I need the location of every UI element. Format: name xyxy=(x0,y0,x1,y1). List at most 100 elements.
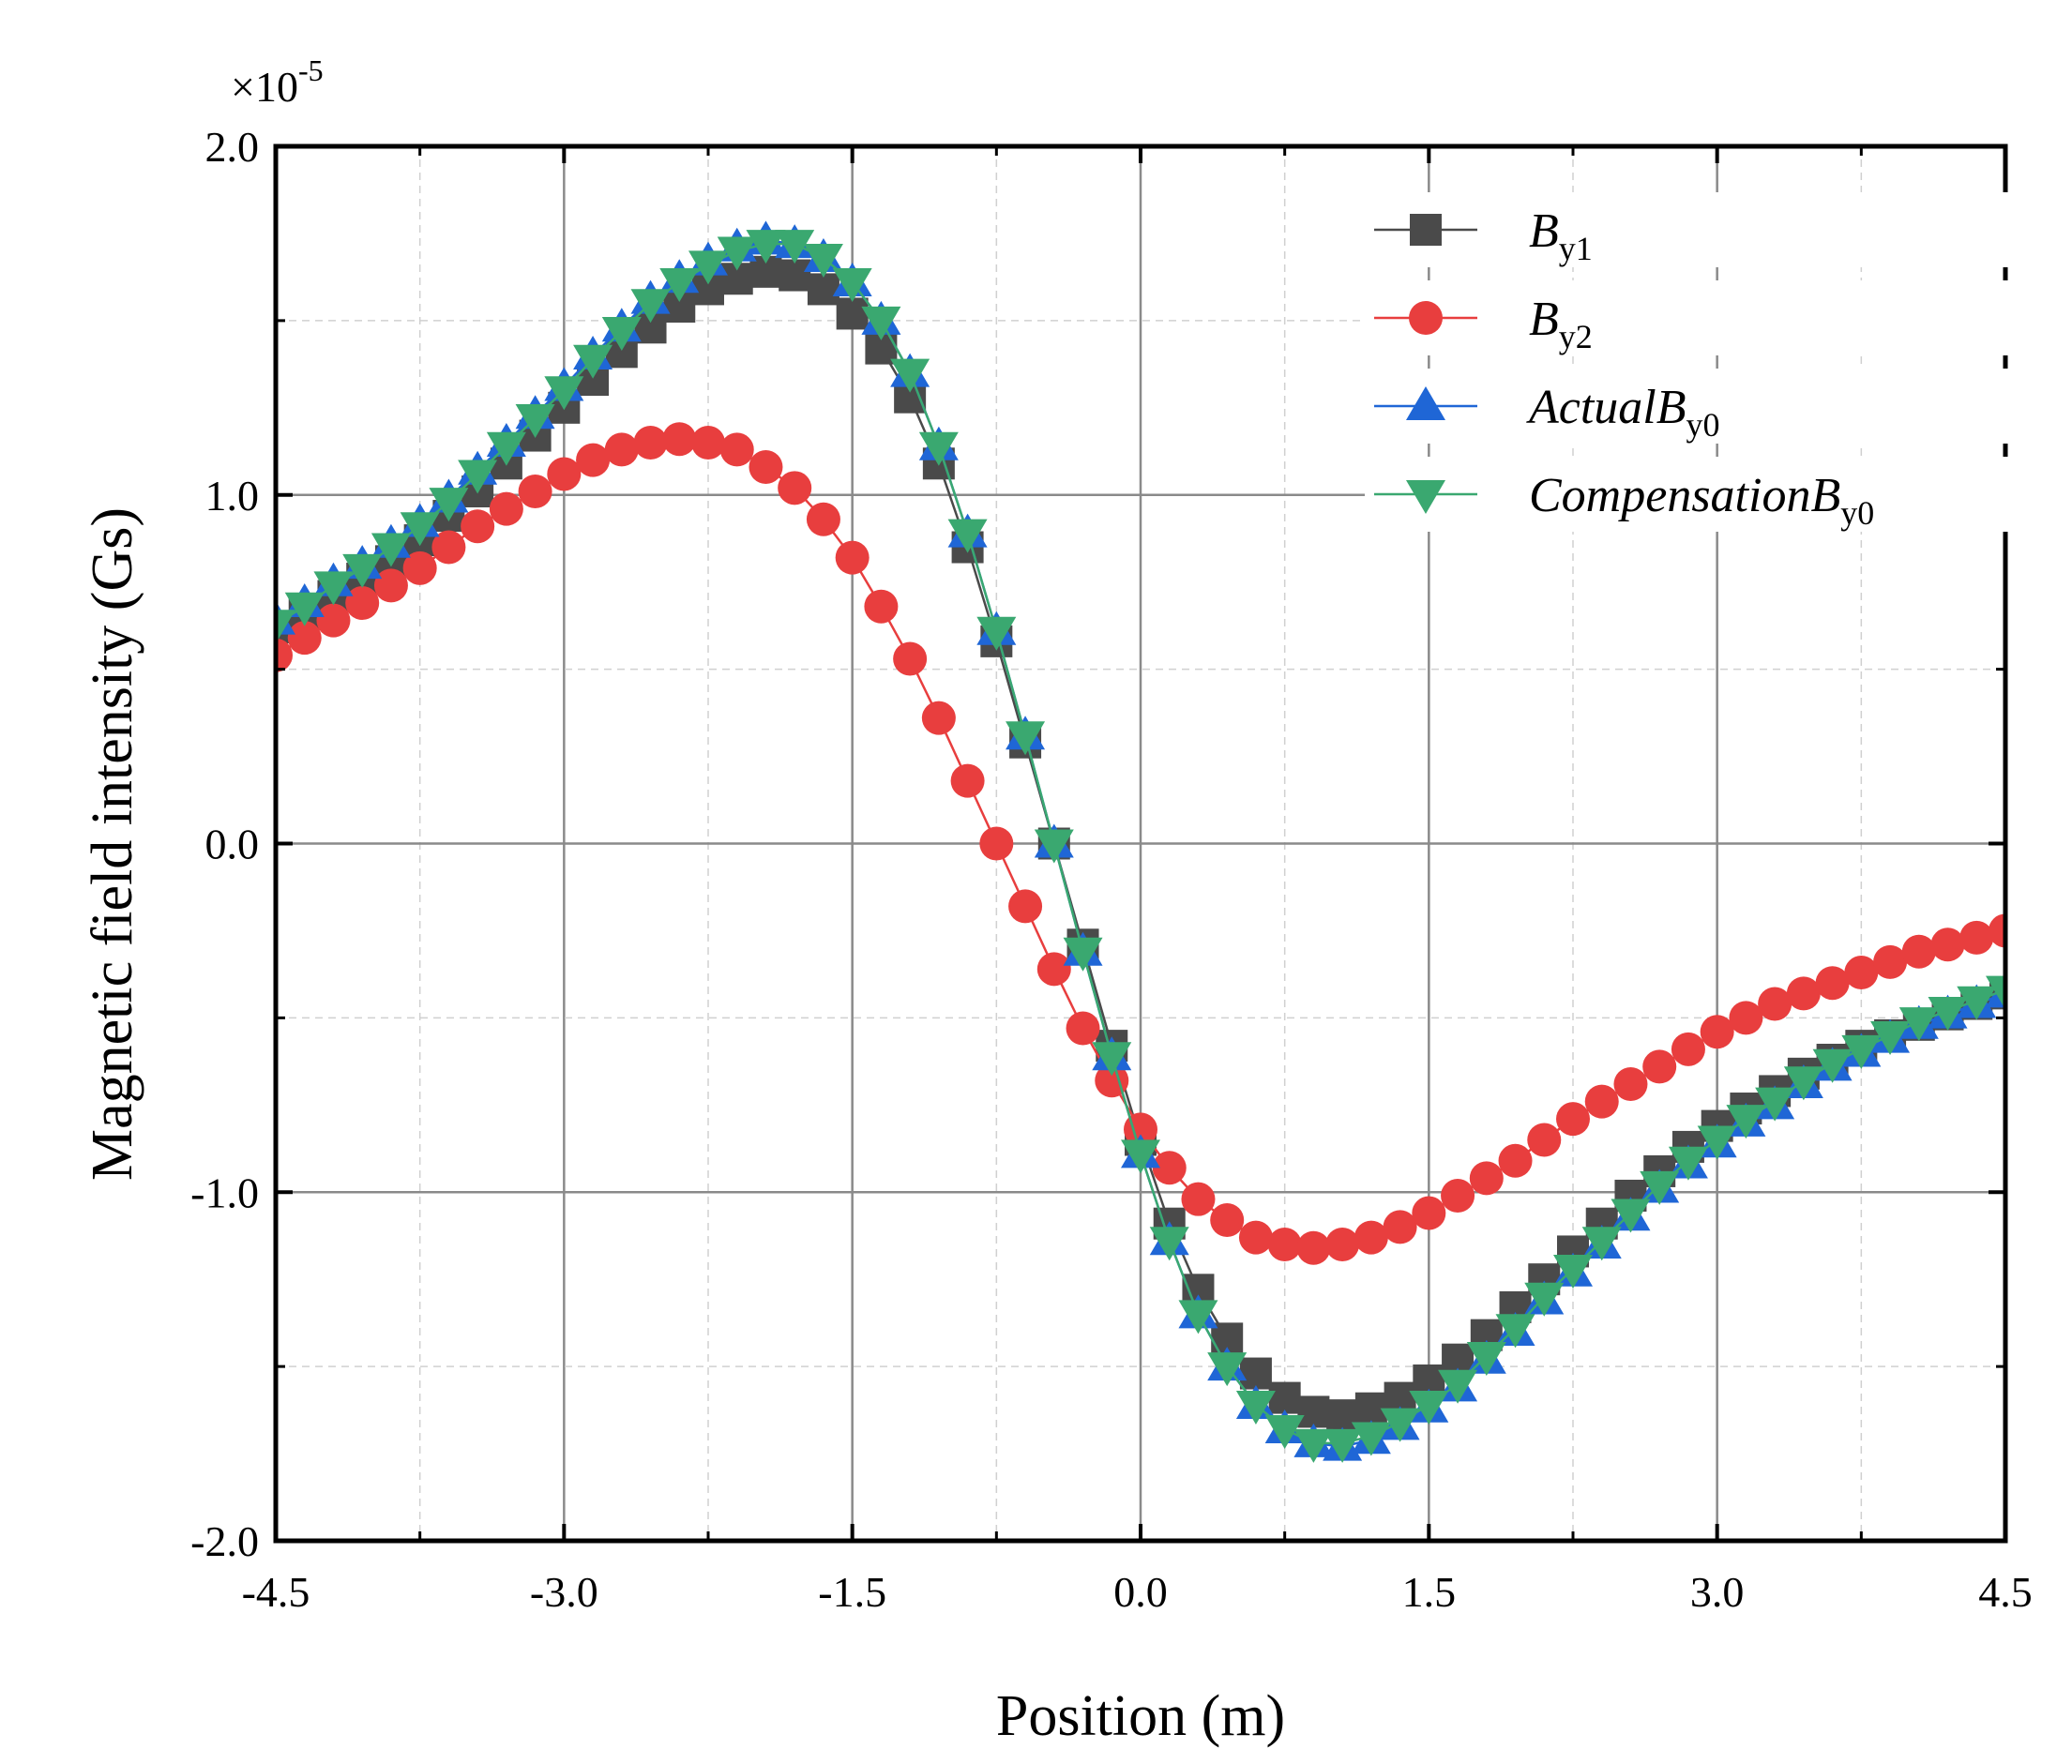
legend-marker xyxy=(1410,214,1442,246)
data-point xyxy=(1697,1125,1737,1160)
data-point xyxy=(1034,829,1074,864)
series-4 xyxy=(276,230,2005,1463)
data-point xyxy=(1668,1146,1708,1181)
data-point xyxy=(1207,1352,1248,1387)
data-point xyxy=(458,460,498,494)
data-point xyxy=(429,488,469,522)
legend-label-name: B xyxy=(1529,204,1559,258)
legend-label: ActualBy0 xyxy=(1526,381,1720,444)
data-point xyxy=(1755,1087,1795,1122)
data-point xyxy=(400,512,440,547)
data-point xyxy=(1412,1196,1446,1230)
data-point xyxy=(276,638,293,672)
series-layer xyxy=(276,220,2005,1463)
data-point xyxy=(979,826,1014,861)
y-axis-title: Magnetic field intensity (Gs) xyxy=(81,507,144,1181)
y-tick-label: -1.0 xyxy=(190,1168,259,1216)
data-point xyxy=(864,589,899,624)
data-point xyxy=(1210,1202,1245,1237)
data-point xyxy=(1293,1428,1334,1463)
data-point xyxy=(691,425,725,460)
data-point xyxy=(1841,1034,1882,1069)
data-point xyxy=(1959,920,1994,955)
data-point xyxy=(921,701,956,735)
data-point xyxy=(1642,1049,1677,1084)
data-point xyxy=(371,533,411,567)
data-point xyxy=(1957,986,1997,1020)
data-point xyxy=(803,243,843,278)
data-point xyxy=(1296,1230,1331,1265)
data-point xyxy=(313,571,354,606)
data-point xyxy=(1323,1428,1363,1463)
x-tick-label: 0.0 xyxy=(1113,1568,1168,1616)
x-tick-label: 3.0 xyxy=(1690,1568,1745,1616)
legend-marker xyxy=(1406,480,1445,514)
data-point xyxy=(431,530,466,565)
y-tick-label: 0.0 xyxy=(205,821,260,868)
data-point xyxy=(1498,1143,1533,1178)
data-point xyxy=(284,592,325,626)
data-point xyxy=(1584,1084,1619,1119)
data-point xyxy=(1553,1255,1593,1289)
legend-label-sub: y2 xyxy=(1559,318,1593,355)
data-point xyxy=(461,509,495,544)
y-multiplier-exponent: -5 xyxy=(298,53,324,87)
data-point xyxy=(1066,1011,1100,1046)
data-point xyxy=(1008,889,1043,924)
data-point xyxy=(1092,1042,1132,1077)
legend-label: By2 xyxy=(1529,293,1593,355)
data-point xyxy=(662,422,697,457)
data-point xyxy=(1152,1151,1187,1185)
y-tick-label: 2.0 xyxy=(205,123,260,171)
legend-label-name: B xyxy=(1529,293,1559,346)
data-point xyxy=(1812,1048,1853,1083)
data-point xyxy=(1495,1314,1535,1349)
data-point xyxy=(547,457,582,491)
legend-label-name: ActualB xyxy=(1526,381,1686,434)
data-point xyxy=(1986,975,2005,1010)
data-point xyxy=(806,502,840,536)
data-point xyxy=(604,432,639,467)
data-point xyxy=(402,550,437,585)
data-point xyxy=(287,621,322,656)
data-point xyxy=(1870,1020,1911,1055)
data-point xyxy=(373,568,408,603)
data-point xyxy=(1581,1227,1622,1261)
data-point xyxy=(1524,1282,1565,1317)
x-tick-label: -3.0 xyxy=(530,1568,598,1616)
y-tick-label: 1.0 xyxy=(205,472,260,520)
data-point xyxy=(573,344,613,379)
data-point xyxy=(276,610,295,644)
data-point xyxy=(1383,1210,1417,1244)
y-multiplier-base: ×10 xyxy=(231,63,298,111)
legend-entry-1: By1 xyxy=(1365,192,2031,267)
data-point xyxy=(893,641,928,676)
data-point xyxy=(832,267,872,302)
data-point xyxy=(489,491,523,526)
series-2 xyxy=(276,422,2005,1265)
data-point xyxy=(1121,1139,1160,1174)
data-point xyxy=(601,317,642,352)
data-point xyxy=(633,425,668,460)
y-tick-label: -2.0 xyxy=(190,1517,259,1565)
data-point xyxy=(659,267,700,302)
data-point xyxy=(1844,956,1879,990)
data-point xyxy=(1611,1199,1651,1233)
data-point xyxy=(576,443,611,477)
data-point xyxy=(515,403,555,438)
data-point xyxy=(1815,966,1850,1001)
legend-label-sub: y0 xyxy=(1840,494,1874,532)
data-point xyxy=(1930,927,1965,962)
data-point xyxy=(1556,1102,1590,1137)
data-point xyxy=(1297,1395,1330,1428)
data-point xyxy=(1466,1341,1506,1376)
data-point xyxy=(1989,913,2005,948)
data-point xyxy=(1640,1170,1680,1205)
data-point xyxy=(719,432,754,467)
data-point xyxy=(1438,1369,1478,1404)
data-point xyxy=(778,471,812,505)
data-point xyxy=(316,603,351,638)
x-tick-label: 4.5 xyxy=(1978,1568,2033,1616)
